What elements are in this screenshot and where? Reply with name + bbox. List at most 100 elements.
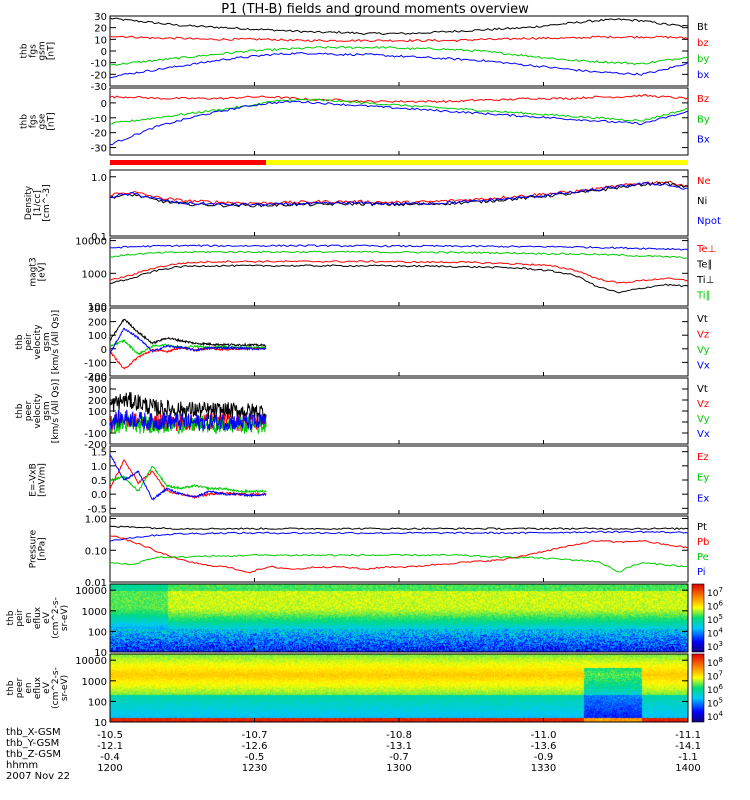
- ytick-label-peer-velocity-6: -200: [84, 440, 107, 451]
- legend-peir-velocity-0: Vt: [697, 314, 708, 325]
- footer-value-0-3: -11.0: [531, 730, 557, 741]
- ytick-label-temperature-2: 100: [88, 302, 107, 313]
- legend-fgs-gsm-3: bx: [697, 70, 709, 81]
- legend-e-field-0: Ez: [697, 452, 709, 463]
- legend-e-field-2: Ex: [697, 493, 709, 504]
- footer-value-2-3: -0.9: [534, 752, 554, 763]
- footer-value-1-0: -12.1: [97, 741, 123, 752]
- legend-density-0: Ne: [697, 176, 711, 187]
- footer-value-2-1: -0.5: [245, 752, 265, 763]
- ytick-label-e-field-4: -0.5: [87, 504, 107, 515]
- heatmap-canvas-peir-eflux: [110, 584, 688, 652]
- ytick-label-peir-eflux-0: 10000: [75, 586, 107, 597]
- colorbar-peir-eflux: [691, 583, 705, 653]
- footer-value-2-0: -0.4: [100, 752, 120, 763]
- series-pressure-2: [109, 535, 689, 574]
- ytick-label-fgs-gse-2: -20: [91, 129, 107, 140]
- ytick-label-density-0: 1.0: [91, 173, 107, 184]
- legend-peer-velocity-1: Vz: [697, 399, 709, 410]
- ytick-label-density-1: 0.1: [91, 232, 107, 243]
- legend-temperature-1: Te∥: [696, 260, 713, 271]
- footer-value-1-3: -13.6: [531, 741, 557, 752]
- series-temperature-1: [109, 250, 689, 259]
- footer-row-z: thb_Z-GSM: [6, 749, 70, 760]
- footer-value-3-2: 1300: [386, 763, 411, 774]
- ytick-label-fgs-gsm-4: -10: [91, 59, 107, 70]
- footer-label-x: thb_X-GSM: [6, 727, 61, 738]
- footer-value-1-1: -12.6: [242, 741, 268, 752]
- ylabel-peer-eflux: thbpeerenefluxeV(cm^2-s-sr-eV): [6, 667, 70, 709]
- ytick-label-e-field-0: 1.5: [91, 448, 107, 459]
- ytick-label-fgs-gse-0: 0: [101, 99, 107, 110]
- series-fgs-gsm-1: [109, 35, 689, 43]
- panel-frame-e-field: [109, 445, 689, 515]
- series-fgs-gsm-0: [109, 17, 689, 36]
- legend-fgs-gse-2: Bx: [697, 135, 710, 146]
- ytick-label-fgs-gse-3: -30: [91, 144, 107, 155]
- series-fgs-gsm-2: [109, 45, 689, 66]
- heatmap-canvas-peer-eflux: [110, 654, 688, 722]
- ytick-label-fgs-gsm-2: 10: [94, 35, 107, 46]
- legend-peir-velocity-2: Vy: [697, 345, 710, 356]
- ytick-label-peir-velocity-0: 300: [88, 304, 107, 315]
- legend-fgs-gse-1: By: [697, 114, 710, 125]
- chart-title: P1 (TH-B) fields and ground moments over…: [221, 2, 529, 17]
- footer-value-3-3: 1330: [531, 763, 556, 774]
- ytick-label-fgs-gsm-3: 0: [101, 47, 107, 58]
- legend-pressure-1: Pb: [697, 537, 709, 548]
- footer-value-1-2: -13.1: [386, 741, 412, 752]
- ylabel-peer-velocity: thbpeervelocitygsm[km/s (All Qs)]: [15, 379, 61, 443]
- colorbar-tick-peer-eflux-0: 108: [707, 656, 723, 669]
- colorbar-tick-peir-eflux-3: 104: [707, 627, 723, 640]
- ylabel-e-field: E=-VxB[mV/m]: [29, 463, 48, 497]
- ylabel-temperature: magt3[eV]: [29, 257, 48, 286]
- panel-frame-density: [109, 169, 689, 237]
- ytick-label-fgs-gse-1: -10: [91, 114, 107, 125]
- ytick-label-e-field-3: 0.0: [91, 490, 107, 501]
- ytick-label-pressure-1: 0.10: [85, 546, 107, 557]
- footer-value-3-4: 1400: [675, 763, 700, 774]
- colorbar-tick-peir-eflux-4: 103: [707, 640, 723, 653]
- legend-density-2: Npot: [697, 216, 721, 227]
- colorbar-tick-peir-eflux-0: 107: [707, 586, 723, 599]
- ylabel-density: Density[1/cc][cm^-3]: [24, 184, 52, 221]
- legend-temperature-3: Ti∥: [696, 291, 711, 302]
- ytick-label-peir-eflux-1: 1000: [82, 607, 107, 618]
- series-fgs-gse-1: [109, 98, 689, 125]
- ytick-label-e-field-1: 1.0: [91, 462, 107, 473]
- series-density-2: [109, 181, 689, 207]
- series-peer-velocity-3: [109, 409, 267, 431]
- legend-peir-velocity-1: Vz: [697, 330, 709, 341]
- series-peir-velocity-0: [109, 318, 267, 347]
- footer-row-hhmm: hhmm: [6, 760, 70, 771]
- panel-frame-pressure: [109, 515, 689, 583]
- series-e-field-1: [109, 465, 267, 494]
- footer-value-3-0: 1200: [97, 763, 122, 774]
- legend-peer-velocity-3: Vx: [697, 429, 710, 440]
- ytick-label-peir-eflux-3: 10: [94, 648, 107, 659]
- legend-e-field-1: Ey: [697, 473, 709, 484]
- mode-bar-red: [110, 160, 267, 165]
- footer-value-2-2: -0.7: [389, 752, 409, 763]
- ytick-label-peer-velocity-1: 300: [88, 385, 107, 396]
- series-temperature-2: [109, 260, 689, 284]
- legend-fgs-gse-0: Bz: [697, 94, 709, 105]
- ytick-label-peer-eflux-3: 10: [94, 718, 107, 729]
- legend-temperature-2: Ti⊥: [696, 275, 714, 286]
- legend-pressure-3: Pi: [697, 567, 706, 578]
- footer-value-0-0: -10.5: [97, 730, 123, 741]
- footer-orbit-block: thb_X-GSM thb_Y-GSM thb_Z-GSM hhmm 2007 …: [6, 727, 70, 782]
- legend-fgs-gsm-2: by: [697, 54, 709, 65]
- heatmap-peer-eflux: [110, 654, 688, 722]
- series-pressure-1: [109, 530, 689, 542]
- colorbar-tick-peir-eflux-2: 105: [707, 613, 723, 626]
- ytick-label-peer-velocity-0: 400: [88, 374, 107, 385]
- series-density-0: [109, 180, 689, 206]
- footer-value-0-1: -10.7: [242, 730, 268, 741]
- ytick-label-temperature-0: 10000: [75, 237, 107, 248]
- legend-pressure-0: Pt: [697, 522, 707, 533]
- ytick-label-peer-eflux-2: 100: [88, 697, 107, 708]
- panel-frame-peir-velocity: [109, 307, 689, 377]
- heatmap-peir-eflux: [110, 584, 688, 652]
- footer-date: 2007 Nov 22: [6, 771, 71, 782]
